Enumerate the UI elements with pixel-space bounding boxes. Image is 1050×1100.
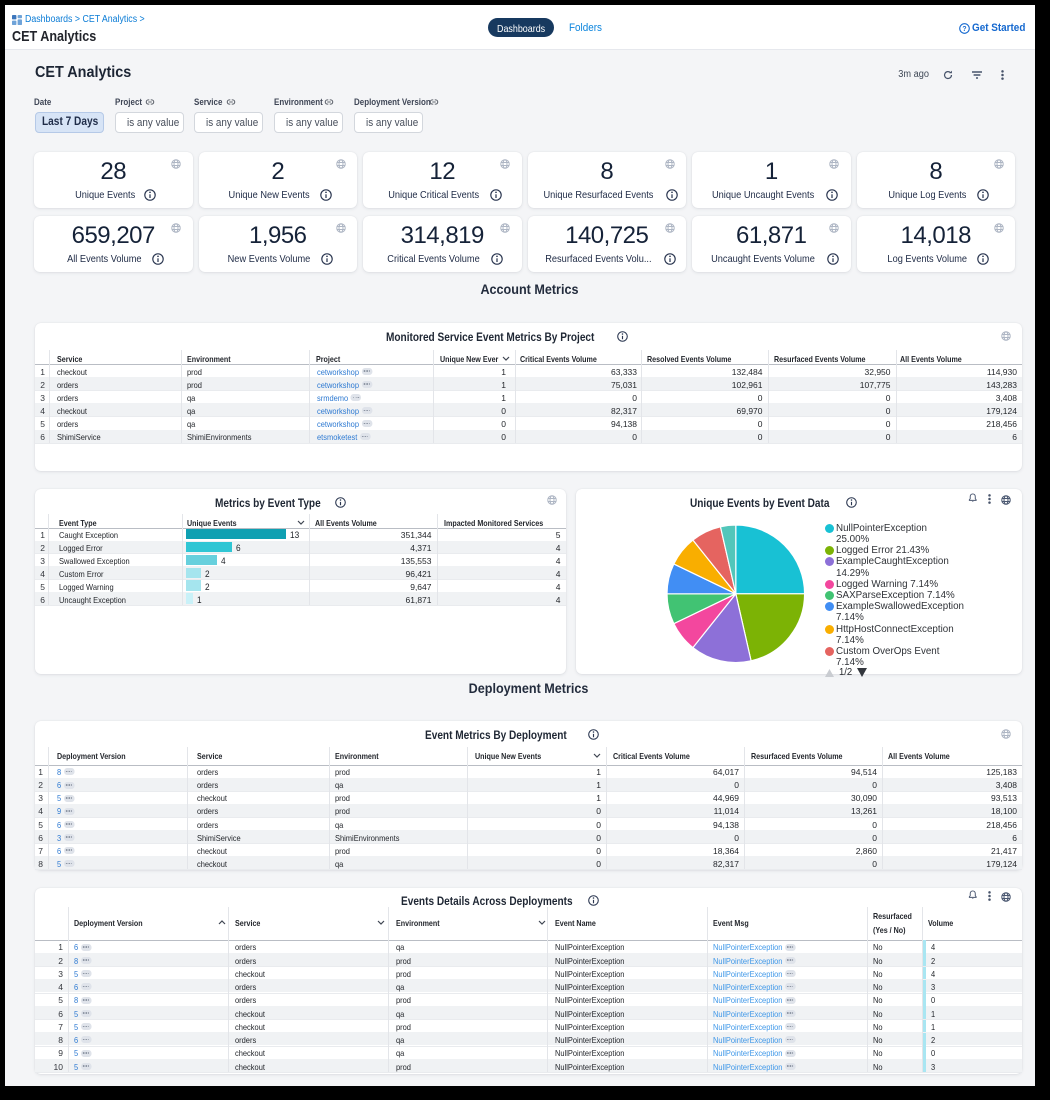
svg-text:?: ?	[962, 25, 966, 32]
